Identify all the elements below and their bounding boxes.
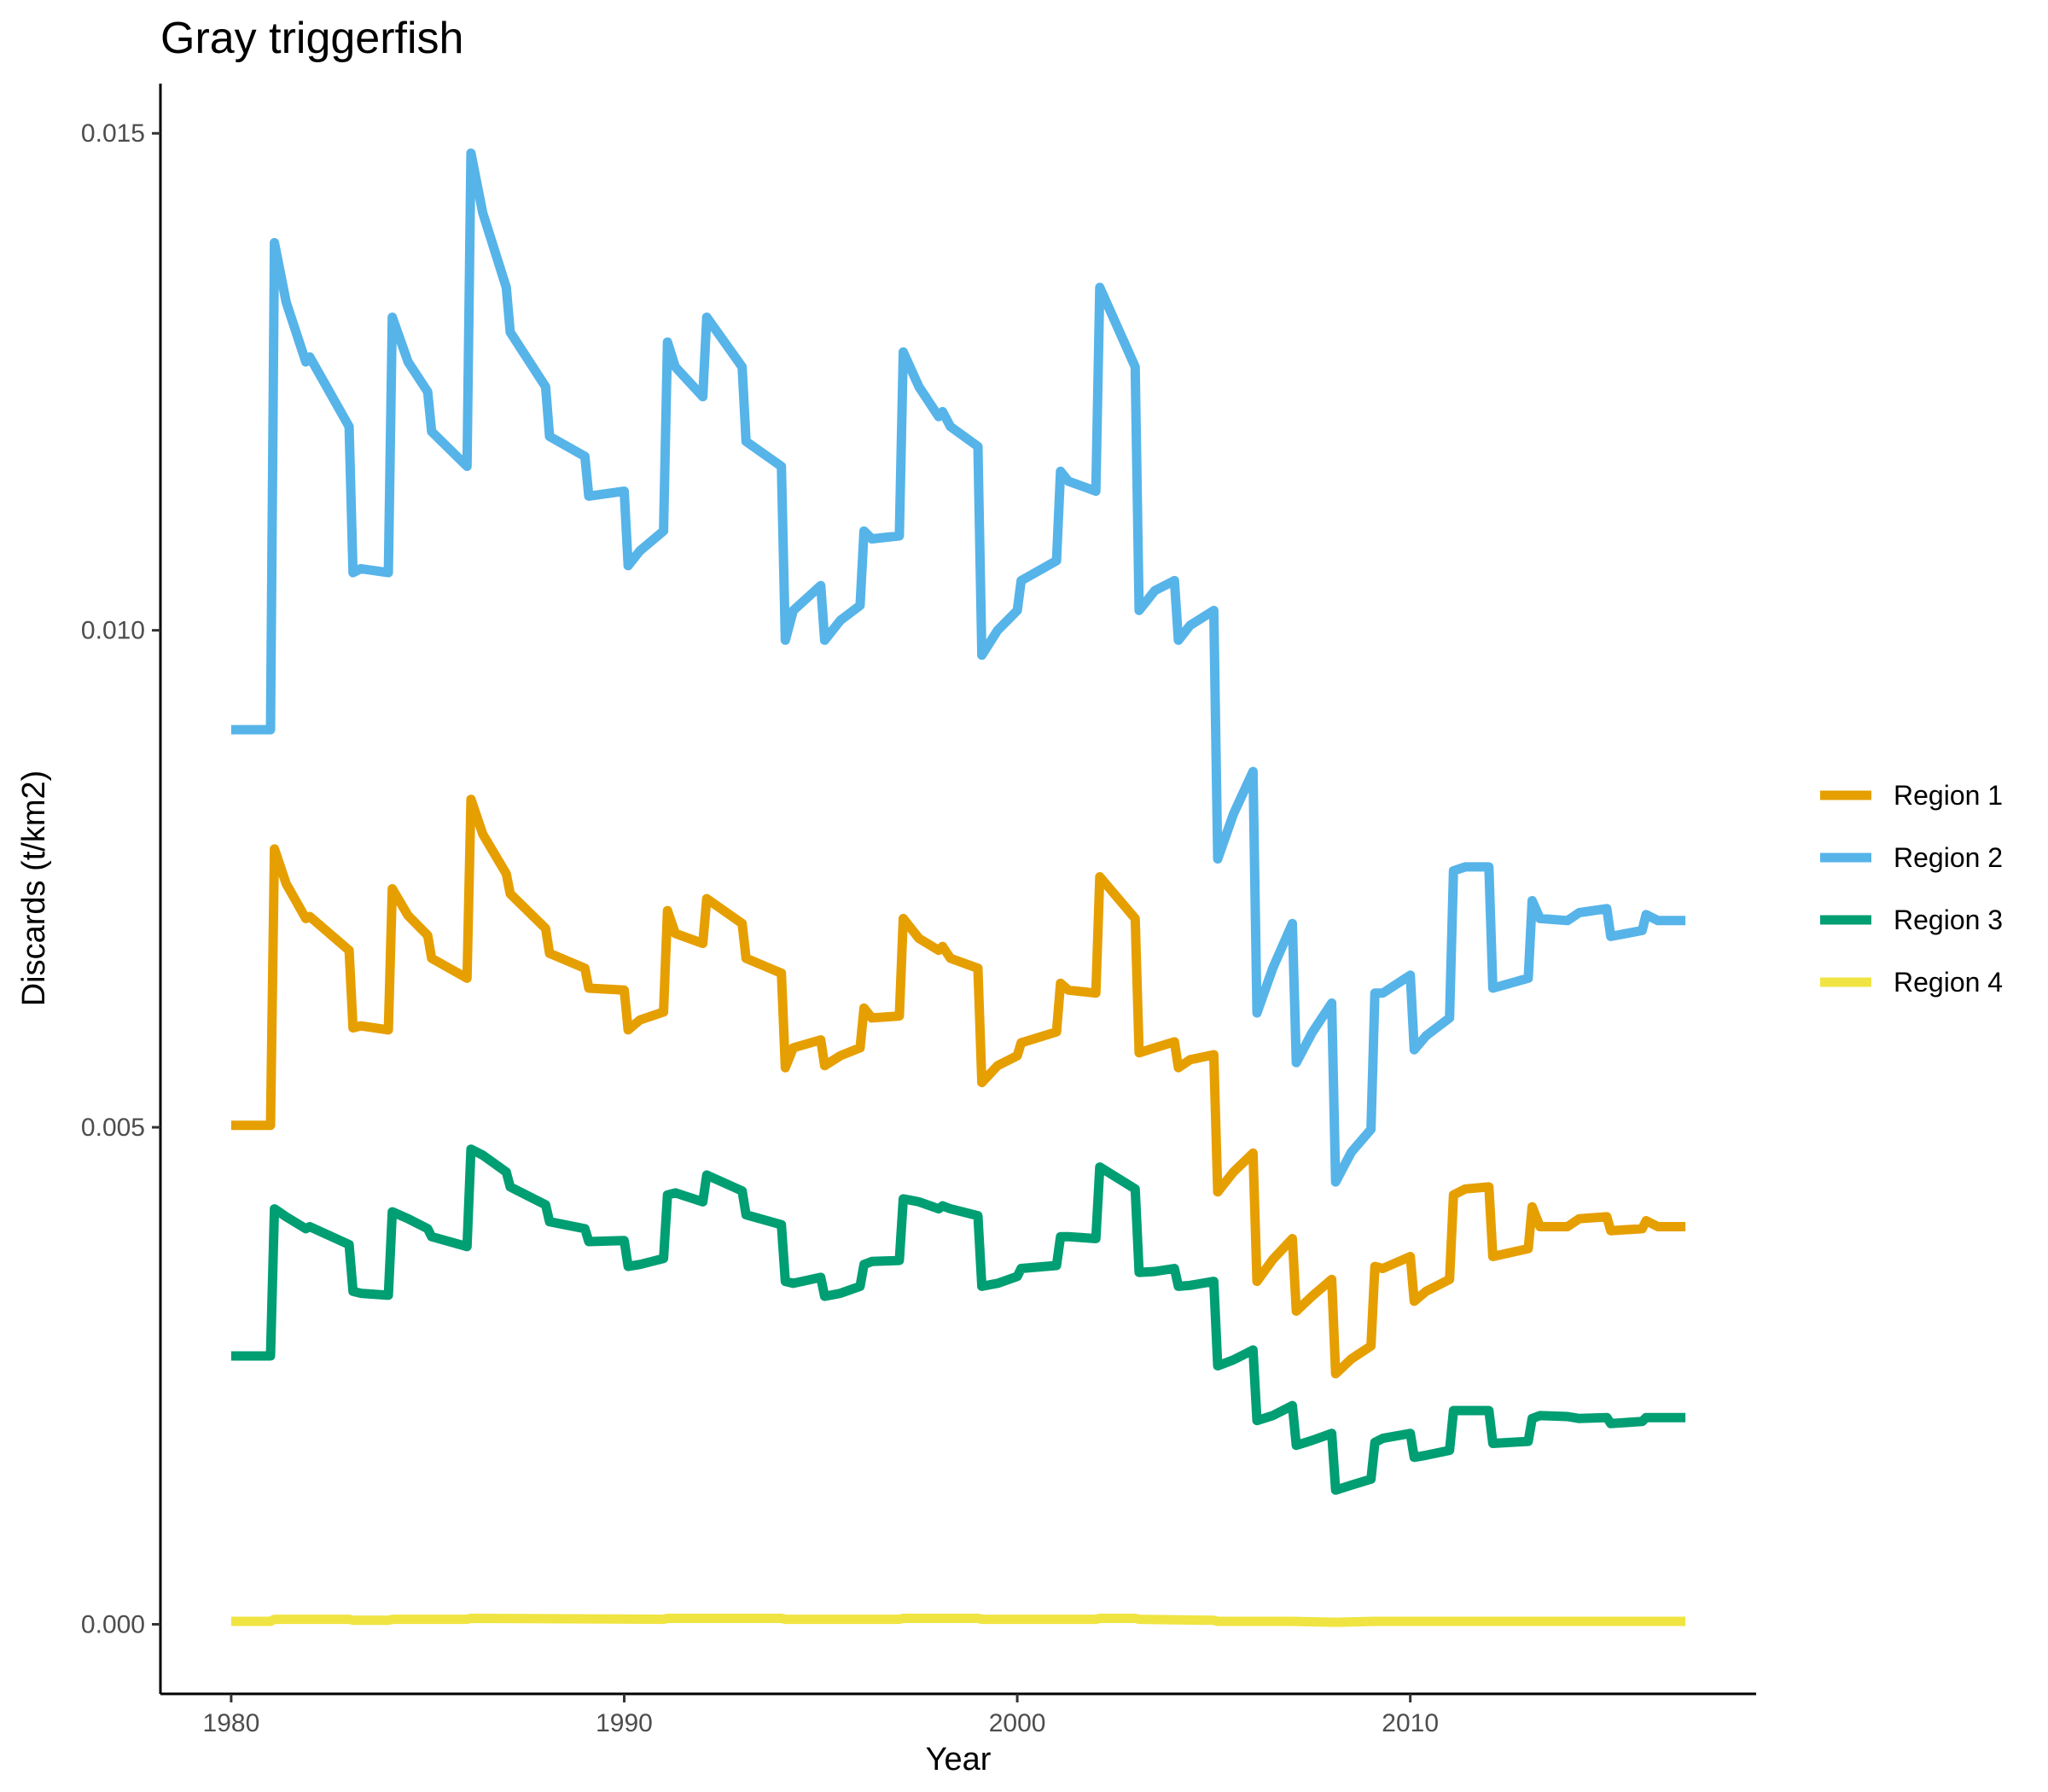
series-layer <box>230 148 1686 1627</box>
series-line-region-1 <box>230 794 1686 1379</box>
x-axis-ticks: 1980 1990 2000 2010 <box>203 1694 1439 1737</box>
y-tick-label: 0.000 <box>81 1610 145 1638</box>
y-axis-title: Discards (t/km2) <box>16 771 52 1007</box>
x-tick-label: 2000 <box>989 1709 1046 1737</box>
series-line-region-4 <box>230 1614 1686 1627</box>
y-axis-ticks: 0.000 0.005 0.010 0.015 <box>81 119 160 1638</box>
legend-label-region-3: Region 3 <box>1894 905 2003 935</box>
series-line-region-2 <box>230 148 1686 1187</box>
series-line-region-3 <box>230 1144 1686 1495</box>
y-tick-label: 0.015 <box>81 119 145 148</box>
legend-label-region-2: Region 2 <box>1894 842 2003 873</box>
legend: Region 1 Region 2 Region 3 Region 4 <box>1820 780 2003 998</box>
chart-title: Gray triggerfish <box>160 14 463 63</box>
x-tick-label: 1990 <box>596 1709 653 1737</box>
legend-label-region-4: Region 4 <box>1894 967 2003 998</box>
x-tick-label: 2010 <box>1382 1709 1439 1737</box>
x-tick-label: 1980 <box>203 1709 260 1737</box>
y-tick-label: 0.005 <box>81 1114 145 1142</box>
legend-label-region-1: Region 1 <box>1894 780 2003 811</box>
x-axis-title: Year <box>926 1742 992 1777</box>
y-tick-label: 0.010 <box>81 617 145 645</box>
